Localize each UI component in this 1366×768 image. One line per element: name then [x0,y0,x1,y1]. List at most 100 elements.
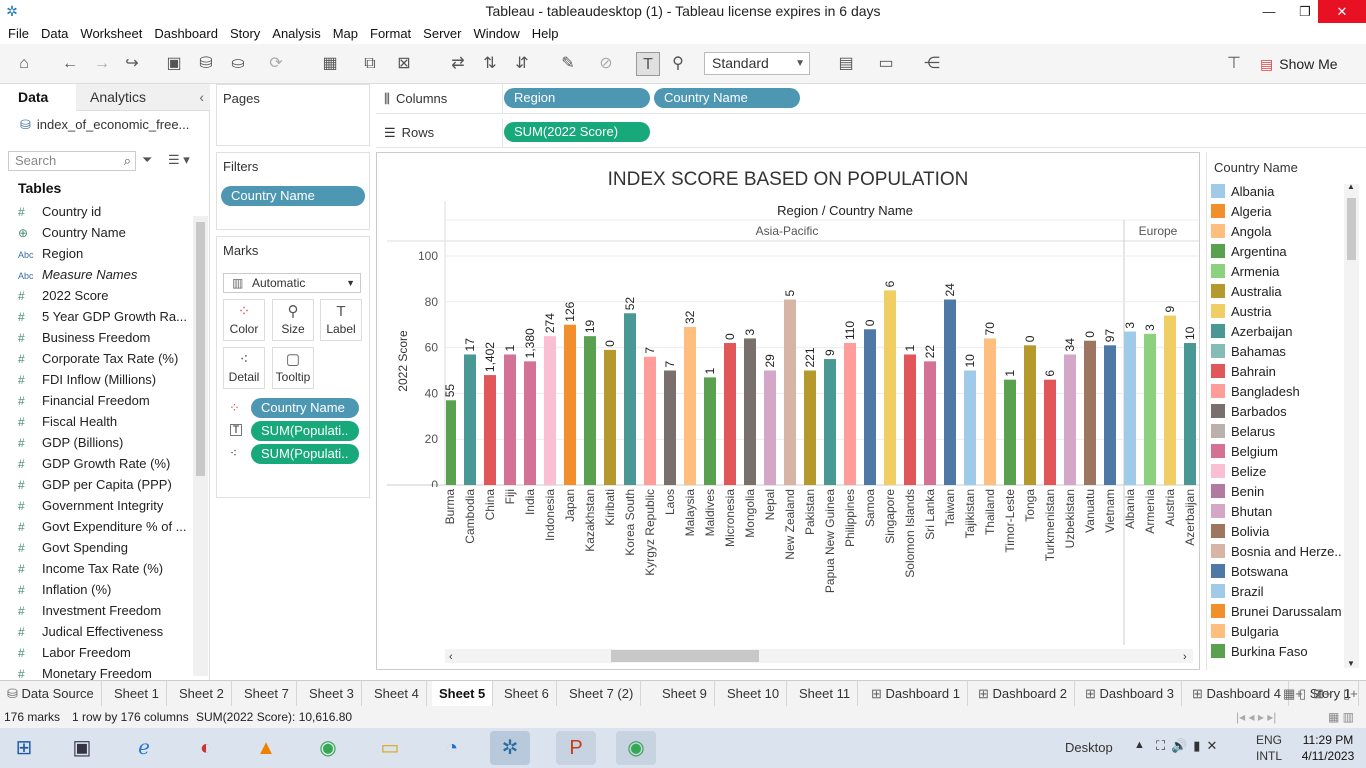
bar[interactable] [984,338,996,485]
menu-map[interactable]: Map [332,26,358,41]
filter-icon[interactable]: ⏷ [142,152,153,167]
bar[interactable] [446,400,456,485]
duplicate-sheet-icon[interactable]: ⧉ [364,55,376,72]
legend-item[interactable]: Brunei Darussalam [1211,602,1343,622]
tab-analytics[interactable]: Analytics ‹ [76,84,210,111]
show-cards-icon[interactable]: ▤ [838,55,854,72]
sheet-tab[interactable]: Sheet 11 [792,681,859,706]
bar[interactable] [564,324,576,485]
close-button[interactable]: ✕ [1318,0,1366,23]
legend-item[interactable]: Bahamas [1211,342,1343,362]
sheet-tab[interactable]: Sheet 7 [237,681,297,706]
undo-icon[interactable]: ← [62,55,78,72]
bar[interactable] [1064,354,1076,485]
legend-item[interactable]: Bahrain [1211,362,1343,382]
new-datasource-icon[interactable]: ⛁ [199,55,213,72]
desktop-toolbar[interactable]: Desktop [1065,740,1113,755]
legend-item[interactable]: Belize [1211,462,1343,482]
menu-window[interactable]: Window [473,26,520,41]
file-explorer-icon[interactable]: ▭ [380,737,400,759]
legend-item[interactable]: Armenia [1211,262,1343,282]
bar[interactable] [1084,340,1096,485]
bar[interactable] [464,354,476,485]
field-item[interactable]: # Govt Spending [18,537,188,558]
sheet-tab[interactable]: Sheet 1 [107,681,167,706]
filter-pill-country-name[interactable]: Country Name [221,186,365,206]
field-item[interactable]: ⊕ Country Name [18,222,188,243]
color-button[interactable]: ⁘ Color [223,299,265,341]
columns-shelf[interactable]: ⫼ Columns Region Country Name [376,84,1366,114]
field-item[interactable]: # Financial Freedom [18,390,188,411]
bar[interactable] [744,338,756,485]
field-item[interactable]: # Govt Expenditure % of ... [18,516,188,537]
sheet-tab[interactable]: Sheet 3 [302,681,362,706]
datasource-item[interactable]: ⛁ index_of_economic_free... [20,117,205,133]
menu-story[interactable]: Story [229,26,261,41]
sheet-tab[interactable]: ⊞ Dashboard 4 [1185,681,1289,706]
chrome-icon[interactable]: ◉ [319,737,337,759]
legend-item[interactable]: Austria [1211,302,1343,322]
show-hidden-icons[interactable]: ▲ [1134,739,1145,751]
legend-item[interactable]: Bhutan [1211,502,1343,522]
bar[interactable] [1124,331,1136,485]
field-item[interactable]: # GDP (Billions) [18,432,188,453]
sheet-tab[interactable]: Sheet 4 [367,681,427,706]
sheet-tab[interactable]: ⊞ Dashboard 1 [864,681,968,706]
refresh-icon[interactable]: ⟳ [269,55,283,72]
vlc-icon[interactable]: ▲ [256,737,276,759]
windows-start-icon[interactable]: ⊞ [15,737,33,759]
menu-data[interactable]: Data [40,26,69,41]
page-nav-icon[interactable]: |◂ ◂ ▸ ▸| [1236,710,1277,724]
sheet-tab[interactable]: ⊞ Dashboard 2 [971,681,1075,706]
home-icon[interactable]: ⌂ [19,55,29,72]
bar[interactable] [604,349,616,485]
bar[interactable] [1164,315,1176,485]
legend-item[interactable]: Bolivia [1211,522,1343,542]
field-item[interactable]: # Fiscal Health [18,411,188,432]
bar[interactable] [724,343,736,485]
share-icon[interactable]: ⋲ [924,55,940,72]
legend-item[interactable]: Burkina Faso [1211,642,1343,662]
legend-item[interactable]: Brazil [1211,582,1343,602]
grid-view-icon[interactable]: ▦ ▥ [1328,710,1355,724]
bar[interactable] [544,336,556,485]
column-pill-region[interactable]: Region [504,88,650,108]
field-item[interactable]: #5 Year GDP Growth Ra... [18,306,188,327]
label-button[interactable]: T Label [320,299,362,341]
sheet-tab[interactable]: Sheet 2 [172,681,232,706]
marks-pill-population-label[interactable]: SUM(Populati.. [251,421,359,441]
bar[interactable] [884,290,896,485]
bar[interactable] [524,361,536,485]
field-item[interactable]: # Government Integrity [18,495,188,516]
field-item[interactable]: # Corporate Tax Rate (%) [18,348,188,369]
row-pill-sum-2022-score[interactable]: SUM(2022 Score) [504,122,650,142]
detail-button[interactable]: ⁖ Detail [223,347,265,389]
chart-horizontal-scrollbar[interactable] [445,649,1193,663]
internet-explorer-icon[interactable]: ℯ [138,737,150,759]
field-item[interactable]: # Inflation (%) [18,579,188,600]
bar[interactable] [684,326,696,485]
bar[interactable] [1044,379,1056,485]
tableau-taskbar-icon[interactable]: ✲ [490,731,530,765]
bar[interactable] [624,313,636,485]
minimize-button[interactable]: — [1262,4,1276,19]
fix-axes-icon[interactable]: ⚲ [672,55,684,72]
collapse-pane-icon[interactable]: ‹ [199,89,204,105]
kmplayer-icon[interactable]: ▣ [72,737,92,759]
legend-item[interactable]: Belgium [1211,442,1343,462]
menu-worksheet[interactable]: Worksheet [80,26,143,41]
field-search-input[interactable]: Search ⌕ [8,151,136,171]
legend-item[interactable]: Bosnia and Herze.. [1211,542,1343,562]
bar[interactable] [644,356,656,485]
tab-data[interactable]: Data [0,84,76,111]
scroll-down-icon[interactable]: ▼ [1347,659,1355,668]
legend-item[interactable]: Bangladesh [1211,382,1343,402]
field-item[interactable]: # Business Freedom [18,327,188,348]
bar[interactable] [924,361,936,485]
menu-dashboard[interactable]: Dashboard [154,26,218,41]
show-me-button[interactable]: ▤ Show Me [1260,52,1338,76]
legend-item[interactable]: Azerbaijan [1211,322,1343,342]
clear-sheet-icon[interactable]: ⊠ [397,55,411,72]
redo-icon[interactable]: → [94,55,110,72]
rows-shelf[interactable]: ☰ Rows SUM(2022 Score) [376,118,1366,148]
